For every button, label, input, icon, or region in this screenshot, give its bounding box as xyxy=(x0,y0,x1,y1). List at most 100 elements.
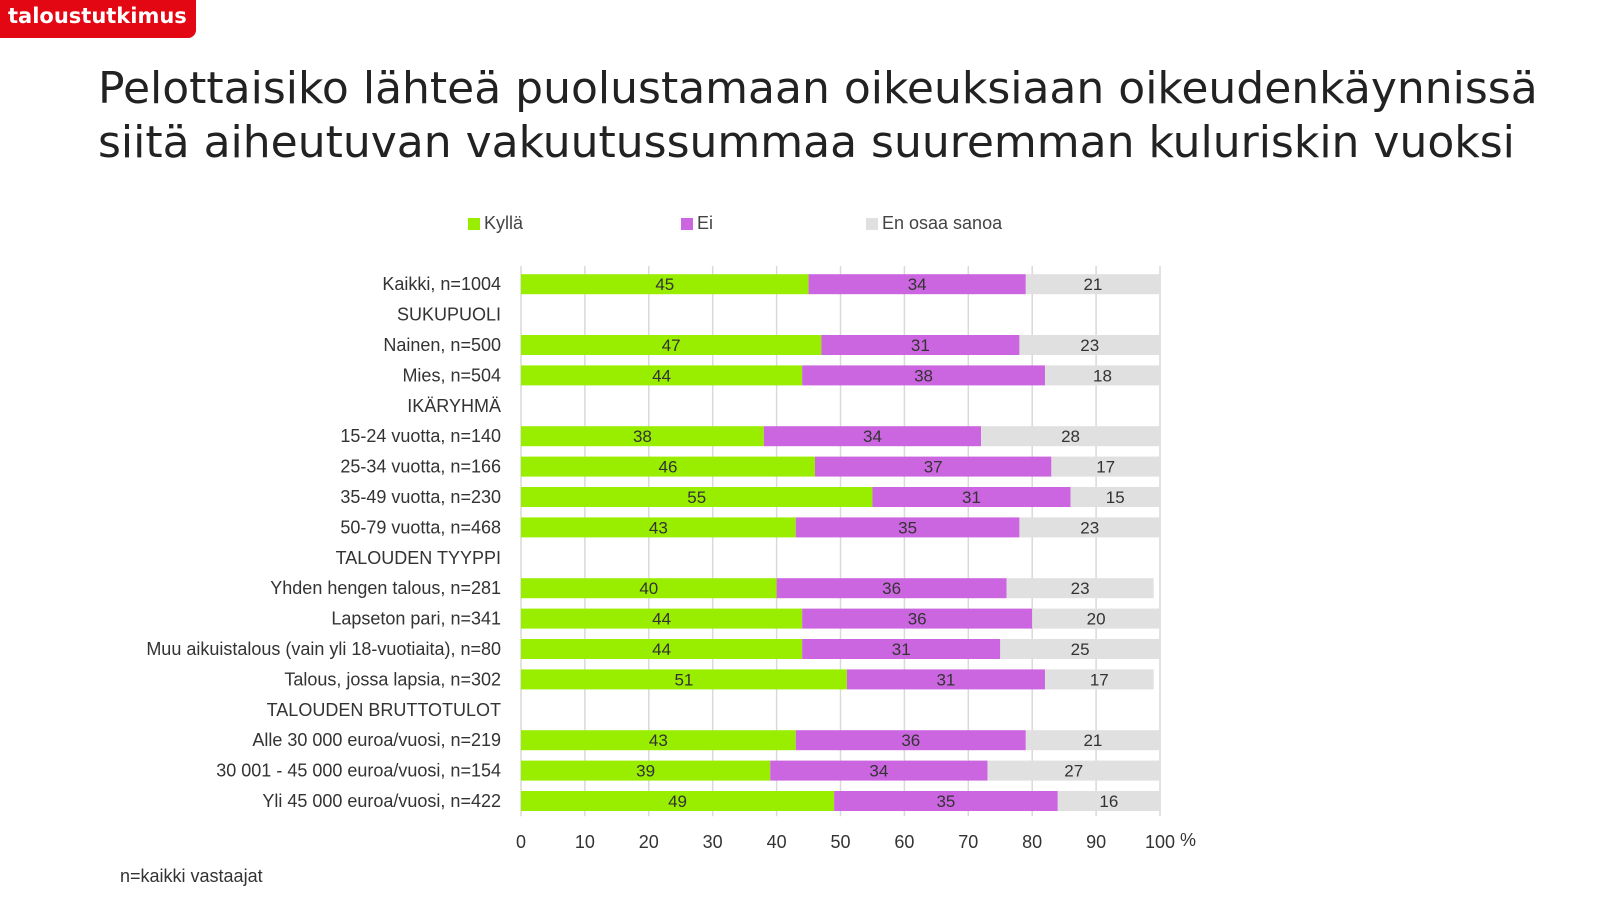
legend-swatch-eos xyxy=(866,217,878,230)
category-label: Mies, n=504 xyxy=(402,365,501,385)
bar-segment-ei xyxy=(846,669,1045,690)
legend-item-eos: En osaa sanoa xyxy=(866,213,1002,234)
data-label: 44 xyxy=(652,640,671,659)
bar-segment-eos xyxy=(1051,456,1160,477)
data-label: 23 xyxy=(1080,336,1099,355)
data-label: 34 xyxy=(869,762,888,781)
category-label: 30 001 - 45 000 euroa/vuosi, n=154 xyxy=(216,761,501,781)
bar-segment-kylla xyxy=(521,274,809,295)
data-label: 15 xyxy=(1106,488,1125,507)
data-label: 28 xyxy=(1061,427,1080,446)
data-label: 35 xyxy=(936,792,955,811)
data-label: 44 xyxy=(652,366,671,385)
data-label: 40 xyxy=(639,579,658,598)
data-label: 38 xyxy=(914,366,933,385)
data-label: 31 xyxy=(892,640,911,659)
bar-segment-kylla xyxy=(521,487,873,507)
data-label: 39 xyxy=(636,762,655,781)
category-label: Yli 45 000 euroa/vuosi, n=422 xyxy=(262,791,501,811)
x-tick-label: 40 xyxy=(767,832,787,852)
data-label: 21 xyxy=(1083,275,1102,294)
data-label: 36 xyxy=(901,731,920,750)
bar-segment-ei xyxy=(872,487,1071,507)
category-label: 50-79 vuotta, n=468 xyxy=(340,517,501,537)
data-label: 34 xyxy=(908,275,927,294)
bar-segment-kylla xyxy=(521,578,777,599)
x-tick-label: 60 xyxy=(894,832,914,852)
data-label: 47 xyxy=(662,336,681,355)
category-label: Kaikki, n=1004 xyxy=(382,274,501,294)
x-tick-label: 20 xyxy=(639,832,659,852)
data-label: 31 xyxy=(962,488,981,507)
category-label: Lapseton pari, n=341 xyxy=(331,609,501,629)
data-label: 43 xyxy=(649,518,668,537)
data-label: 44 xyxy=(652,610,671,629)
data-label: 37 xyxy=(924,458,943,477)
category-label: 25-34 vuotta, n=166 xyxy=(340,457,501,477)
bar-segment-kylla xyxy=(521,426,764,447)
legend-item-ei: Ei xyxy=(681,213,713,234)
legend-label-ei: Ei xyxy=(697,213,714,233)
bar-segment-ei xyxy=(770,760,988,781)
legend-item-kylla: Kyllä xyxy=(468,213,523,234)
data-label: 18 xyxy=(1093,366,1112,385)
bar-segment-ei xyxy=(814,456,1052,477)
data-label: 55 xyxy=(687,488,706,507)
bar-segment-ei xyxy=(802,639,1001,659)
bar-segment-eos xyxy=(981,426,1160,447)
category-label: Yhden hengen talous, n=281 xyxy=(270,578,501,598)
x-tick-label: 0 xyxy=(516,832,526,852)
bar-segment-eos xyxy=(1025,730,1160,751)
bar-segment-eos xyxy=(1044,365,1160,386)
category-label: Talous, jossa lapsia, n=302 xyxy=(284,669,501,689)
x-axis-unit: % xyxy=(1180,830,1196,850)
category-label: 35-49 vuotta, n=230 xyxy=(340,487,501,507)
x-tick-label: 30 xyxy=(703,832,723,852)
data-label: 25 xyxy=(1071,640,1090,659)
bar-segment-eos xyxy=(1032,608,1160,629)
data-label: 21 xyxy=(1083,731,1102,750)
x-tick-label: 10 xyxy=(575,832,595,852)
bar-segment-ei xyxy=(834,791,1058,811)
bar-segment-kylla xyxy=(521,639,803,659)
data-label: 34 xyxy=(863,427,882,446)
legend-label-eos: En osaa sanoa xyxy=(882,213,1003,233)
x-tick-label: 90 xyxy=(1086,832,1106,852)
bar-segment-eos xyxy=(1057,791,1160,811)
legend-swatch-kylla xyxy=(468,217,480,230)
category-label: Muu aikuistalous (vain yli 18-vuotiaita)… xyxy=(146,639,501,659)
bar-segment-kylla xyxy=(521,517,796,538)
bar-segment-kylla xyxy=(521,669,847,690)
brand-logo: taloustutkimus xyxy=(0,0,196,38)
data-label: 43 xyxy=(649,731,668,750)
bar-segment-eos xyxy=(987,760,1160,781)
bar-segment-kylla xyxy=(521,730,796,751)
data-label: 23 xyxy=(1080,518,1099,537)
bar-segment-ei xyxy=(763,426,982,447)
bar-segment-eos xyxy=(1044,669,1154,690)
bar-segment-ei xyxy=(802,608,1033,629)
category-label: SUKUPUOLI xyxy=(397,305,501,325)
data-label: 20 xyxy=(1087,610,1106,629)
chart-legend: Kyllä Ei En osaa sanoa xyxy=(0,213,1600,233)
bar-segment-kylla xyxy=(521,608,803,629)
bar-segment-kylla xyxy=(521,365,803,386)
data-label: 46 xyxy=(659,458,678,477)
category-label: 15-24 vuotta, n=140 xyxy=(340,426,501,446)
data-label: 35 xyxy=(898,518,917,537)
bar-segment-kylla xyxy=(521,456,815,477)
data-label: 36 xyxy=(908,610,927,629)
category-label: IKÄRYHMÄ xyxy=(407,396,501,416)
data-label: 16 xyxy=(1099,792,1118,811)
data-label: 17 xyxy=(1096,458,1115,477)
x-tick-label: 80 xyxy=(1022,832,1042,852)
bar-segment-eos xyxy=(1006,578,1154,599)
legend-swatch-ei xyxy=(681,217,693,230)
category-label: TALOUDEN BRUTTOTULOT xyxy=(267,700,501,720)
data-label: 36 xyxy=(882,579,901,598)
data-label: 38 xyxy=(633,427,652,446)
bar-segment-kylla xyxy=(521,760,771,781)
bar-segment-eos xyxy=(1025,274,1160,295)
legend-label-kylla: Kyllä xyxy=(484,213,524,233)
